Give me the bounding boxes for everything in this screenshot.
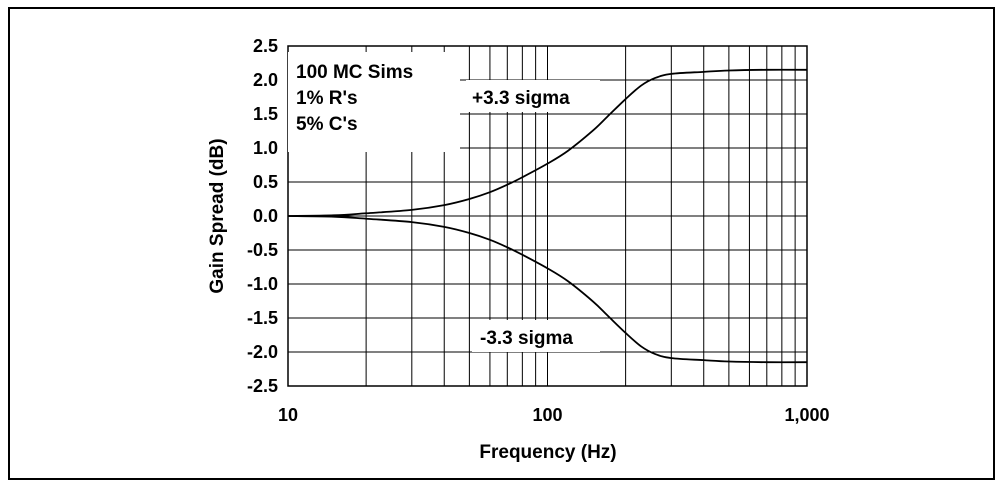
annotation-line-1: 100 MC Sims [296,62,413,83]
annotation-box-bg [288,52,460,152]
series-line-minus-3-3-sigma [287,215,808,364]
y-tick-label: 2.0 [253,70,278,90]
x-tick-label: 10 [278,405,298,425]
y-tick-label: -1.5 [247,308,278,328]
annotation-box: 100 MC Sims 1% R's 5% C's [288,52,460,152]
y-tick-labels: 2.5 2.0 1.5 1.0 0.5 0.0 -0.5 -1.0 -1.5 -2.0 -2.5 [247,36,278,396]
x-tick-labels: 10 100 1,000 [278,405,830,425]
annotation-line-3: 5% C's [296,114,358,135]
y-tick-label: -2.5 [247,376,278,396]
series-line-plus-3-3-sigma [287,68,808,217]
x-axis-title: Frequency (Hz) [479,442,616,463]
y-tick-label: 0.5 [253,172,278,192]
y-tick-label: 1.5 [253,104,278,124]
upper-series-label: +3.3 sigma [472,88,570,109]
y-tick-label: 1.0 [253,138,278,158]
x-tick-label: 1,000 [784,405,829,425]
x-tick-label: 100 [532,405,562,425]
y-tick-label: -2.0 [247,342,278,362]
annotation-line-2: 1% R's [296,88,358,109]
y-tick-label: -1.0 [247,274,278,294]
lower-series-label-bg [472,320,600,352]
y-tick-label: 0.0 [253,206,278,226]
series-layer [287,68,808,364]
y-tick-label: -0.5 [247,240,278,260]
upper-series-label-bg [466,80,600,112]
y-axis-title: Gain Spread (dB) [207,138,228,293]
y-tick-label: 2.5 [253,36,278,56]
lower-series-label: -3.3 sigma [480,328,573,349]
